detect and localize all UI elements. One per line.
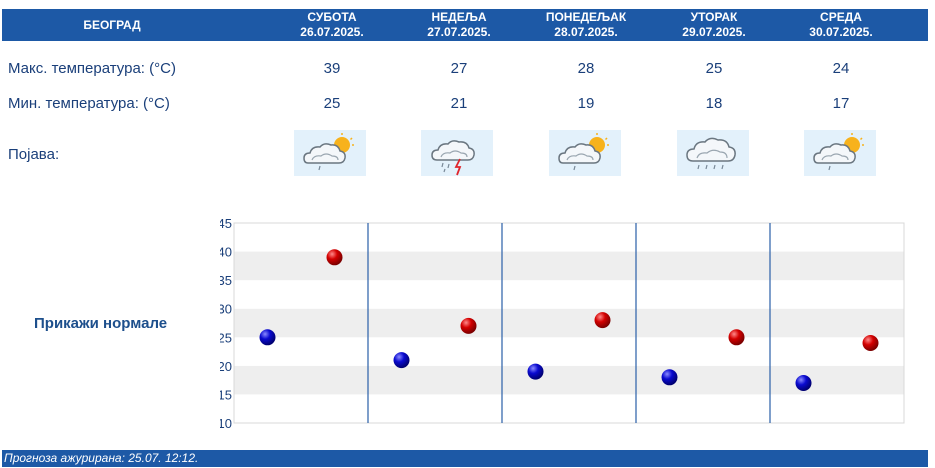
temperature-chart: 45 40 35 30 25 20 15 10 [220, 216, 905, 430]
max-temp-day-1: 39 [323, 60, 341, 77]
y-tick-label: 15 [220, 387, 232, 402]
min-temp-day-5: 17 [832, 95, 850, 112]
day-name: ПОНЕДЕЉАК [545, 10, 627, 24]
min-temp-point [527, 363, 544, 380]
y-tick-label: 35 [220, 273, 232, 288]
min-temp-day-2: 21 [450, 95, 468, 112]
sun-cloud-light-rain-icon [549, 130, 621, 176]
day-name: СРЕДА [820, 10, 862, 24]
max-temp-day-5: 24 [832, 60, 850, 77]
day-date: 28.07.2025. [554, 25, 618, 39]
day-date: 30.07.2025. [809, 25, 873, 39]
data-points [259, 249, 879, 391]
max-temp-point [728, 329, 745, 346]
chart-bands [233, 222, 905, 424]
day-name: СУБОТА [307, 10, 357, 24]
max-temp-day-4: 25 [705, 60, 723, 77]
min-temp-point [795, 375, 812, 391]
chart-band [234, 308, 904, 338]
max-temp-point [326, 249, 343, 266]
day-header-5: СРЕДА 30.07.2025. [776, 9, 906, 41]
chart-band [234, 394, 904, 423]
max-temp-day-3: 28 [577, 60, 595, 77]
max-temp-point [862, 335, 879, 351]
day-name: НЕДЕЉА [431, 10, 487, 24]
y-tick-label: 10 [220, 416, 232, 430]
sun-cloud-light-rain-icon [294, 130, 366, 176]
day-date: 26.07.2025. [300, 25, 364, 39]
forecast-updated: Прогноза ажурирана: 25.07. 12:12. [2, 450, 928, 467]
plot-border [233, 222, 905, 424]
chart-band [234, 223, 904, 252]
max-temp-point [594, 312, 611, 329]
day-separators [367, 223, 771, 423]
city-name: БЕОГРАД [83, 18, 141, 32]
day-header-1: СУБОТА 26.07.2025. [267, 9, 397, 41]
min-temp-day-1: 25 [323, 95, 341, 112]
phenomena-label: Појава: [8, 146, 60, 163]
y-tick-label: 40 [220, 245, 232, 260]
day-date: 29.07.2025. [682, 25, 746, 39]
cloud-rain-icon [677, 130, 749, 176]
max-temp-day-2: 27 [450, 60, 468, 77]
max-temp-label: Макс. температура: (°C) [8, 60, 176, 77]
chart-band [234, 280, 904, 309]
day-name: УТОРАК [690, 10, 738, 24]
day-header-2: НЕДЕЉА 27.07.2025. [394, 9, 524, 41]
forecast-header: БЕОГРАД СУБОТА 26.07.2025. НЕДЕЉА 27.07.… [2, 9, 928, 41]
day-date: 27.07.2025. [427, 25, 491, 39]
min-temp-day-4: 18 [705, 95, 723, 112]
min-temp-point [259, 329, 276, 346]
sun-cloud-light-rain-icon [804, 130, 876, 176]
y-tick-label: 20 [220, 359, 232, 374]
y-tick-label: 45 [220, 216, 232, 231]
day-header-3: ПОНЕДЕЉАК 28.07.2025. [521, 9, 651, 41]
y-tick-label: 30 [220, 302, 232, 317]
day-header-4: УТОРАК 29.07.2025. [649, 9, 779, 41]
show-normals-link[interactable]: Прикажи нормале [34, 315, 168, 332]
cloud-thunderstorm-icon [421, 130, 493, 176]
min-temp-point [393, 352, 410, 369]
max-temp-point [460, 317, 477, 334]
chart-band [234, 251, 904, 281]
min-temp-point [661, 369, 678, 386]
min-temp-label: Мин. температура: (°C) [8, 95, 170, 112]
chart-band [234, 337, 904, 366]
y-tick-label: 25 [220, 330, 232, 345]
min-temp-day-3: 19 [577, 95, 595, 112]
chart-band [234, 365, 904, 395]
y-axis-ticks: 45 40 35 30 25 20 15 10 [220, 216, 232, 430]
